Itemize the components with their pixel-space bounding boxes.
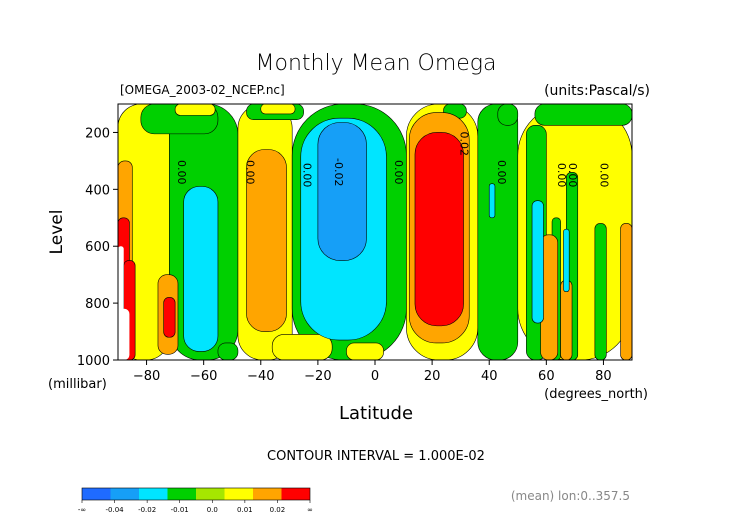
legend-swatch-4	[196, 488, 225, 500]
y-axis-title: Level	[47, 210, 67, 255]
x-tick-label-6: 40	[481, 369, 498, 384]
contour-region-15	[217, 342, 239, 361]
contour-label-7: 0.00	[555, 163, 568, 188]
legend-swatch-2	[139, 488, 168, 500]
x-tick-label-4: 0	[371, 369, 379, 384]
x-axis-unit: (degrees_north)	[544, 387, 648, 402]
legend-label-1: -0.04	[106, 506, 125, 514]
x-tick-label-3: −20	[304, 369, 331, 384]
legend-label-5: 0.01	[237, 506, 253, 514]
legend-swatch-7	[281, 488, 310, 500]
x-tick-label-7: 60	[538, 369, 555, 384]
y-tick-label-1: 400	[85, 183, 110, 198]
contour-region-14	[346, 342, 384, 361]
contour-region-26	[560, 280, 573, 361]
legend-label-3: -0.01	[171, 506, 189, 514]
contour-fill-layer	[117, 103, 633, 361]
contour-label-9: 0.00	[598, 163, 611, 188]
legend-swatch-3	[167, 488, 196, 500]
contour-region-20	[594, 223, 607, 361]
x-tick-label-5: 20	[424, 369, 441, 384]
legend-label-2: -0.02	[138, 506, 156, 514]
contour-region-33	[317, 122, 367, 261]
units-label: (units:Pascal/s)	[544, 83, 650, 99]
y-tick-label-0: 200	[85, 126, 110, 141]
contour-region-5	[477, 103, 519, 361]
contour-label-0: 0.00	[175, 160, 188, 185]
chart-title: Monthly Mean Omega	[256, 51, 497, 76]
source-file-label: [OMEGA_2003-02_NCEP.nc]	[120, 83, 285, 97]
contour-region-10	[260, 103, 296, 115]
legend-label-0: -∞	[78, 506, 86, 514]
y-axis-unit: (millibar)	[48, 377, 107, 392]
contour-region-39	[118, 308, 130, 360]
legend-swatch-0	[82, 488, 111, 500]
legend-swatch-6	[253, 488, 282, 500]
contour-region-34	[414, 132, 464, 327]
mean-longitude-note: (mean) lon:0..357.5	[511, 489, 630, 503]
contour-region-13	[271, 334, 333, 361]
contour-region-30	[531, 200, 544, 324]
contour-label-8: 0.00	[566, 163, 579, 188]
contour-region-36	[163, 297, 176, 338]
legend-label-4: 0.0	[207, 506, 218, 514]
x-tick-label-0: −80	[133, 369, 160, 384]
contour-region-16	[534, 103, 633, 126]
contour-label-1: 0.00	[244, 160, 257, 185]
contour-region-8	[174, 103, 216, 116]
contour-region-12	[497, 103, 519, 126]
legend-swatch-1	[110, 488, 139, 500]
y-axis: 200 400 600 800 1000	[77, 126, 118, 369]
color-legend: -∞ -0.04 -0.02 -0.01 0.0 0.01 0.02 ∞	[78, 487, 313, 514]
legend-frame	[81, 487, 311, 501]
contour-label-5: 0.02	[458, 132, 471, 157]
contour-label-6: 0.00	[495, 160, 508, 185]
x-tick-label-8: 80	[595, 369, 612, 384]
y-tick-label-2: 600	[85, 240, 110, 255]
y-tick-label-3: 800	[85, 297, 110, 312]
contour-region-27	[620, 223, 633, 361]
legend-label-6: 0.02	[270, 506, 286, 514]
contour-interval-label: CONTOUR INTERVAL = 1.000E-02	[267, 449, 485, 464]
contour-label-layer: 0.00 0.00 0.00 -0.02 0.000.020.00 0.000.00 0.0…	[175, 132, 611, 188]
contour-label-4: 0.00	[392, 160, 405, 185]
x-tick-label-2: −40	[247, 369, 274, 384]
contour-region-23	[246, 149, 287, 332]
x-axis-title: Latitude	[339, 403, 413, 424]
contour-region-32	[563, 228, 570, 293]
contour-label-3: -0.02	[332, 158, 345, 186]
contour-region-28	[183, 186, 219, 352]
legend-swatch-5	[224, 488, 253, 500]
x-tick-label-1: −60	[190, 369, 217, 384]
y-tick-label-4: 1000	[77, 354, 110, 369]
contour-label-2: 0.00	[301, 163, 314, 188]
x-axis: −80 −60 −40 −20 0 20 40 60 80	[133, 360, 612, 384]
legend-label-7: ∞	[307, 506, 313, 514]
contour-region-31	[488, 183, 496, 219]
